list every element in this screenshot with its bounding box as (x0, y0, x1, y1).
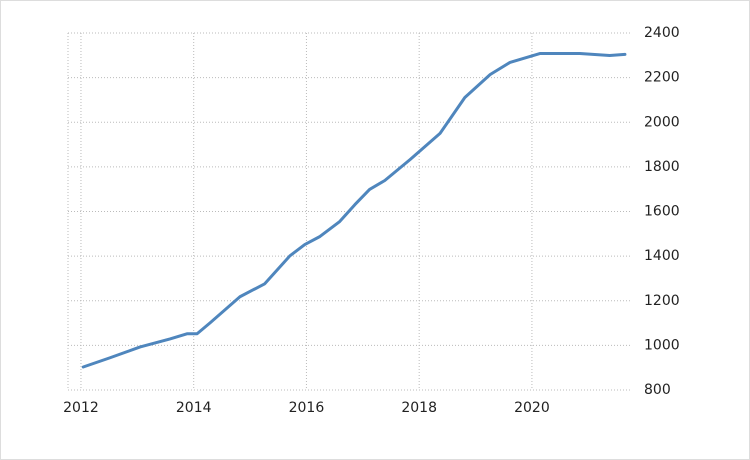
x-tick-label: 2018 (401, 400, 437, 416)
y-tick-label: 1200 (644, 293, 680, 309)
x-tick-label: 2014 (176, 400, 212, 416)
y-tick-label: 1400 (644, 248, 680, 264)
y-tick-label: 1000 (644, 337, 680, 353)
y-tick-label: 2200 (644, 70, 680, 86)
x-tick-label: 2012 (63, 400, 99, 416)
y-tick-label: 1800 (644, 159, 680, 175)
y-tick-label: 2000 (644, 114, 680, 130)
y-tick-label: 1600 (644, 204, 680, 220)
y-tick-label: 2400 (644, 25, 680, 41)
y-tick-label: 800 (644, 382, 671, 398)
x-tick-label: 2020 (514, 400, 550, 416)
x-tick-label: 2016 (289, 400, 325, 416)
data-line (81, 52, 627, 369)
